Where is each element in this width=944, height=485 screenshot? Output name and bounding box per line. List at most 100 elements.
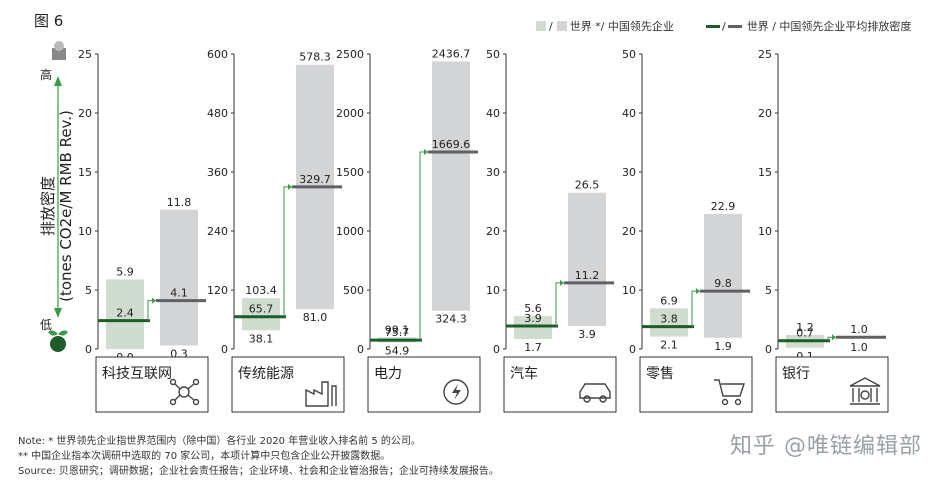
y-tick-label: 600 xyxy=(207,48,228,61)
bank-coin xyxy=(860,390,870,400)
world-avg-label: 4.1 xyxy=(170,287,188,300)
category-label: 零售 xyxy=(646,366,674,382)
cart-basket xyxy=(714,379,745,397)
legend-line-slash: / xyxy=(722,19,726,33)
china-avg-label: 0.7 xyxy=(796,327,814,340)
y-tick-label: 2500 xyxy=(336,48,364,61)
y-tick-label: 20 xyxy=(622,225,636,238)
network-icon xyxy=(169,378,200,406)
y-tick-label: 500 xyxy=(343,284,364,297)
power-cycle-icon xyxy=(443,379,469,405)
world-avg-label: 329.7 xyxy=(299,173,331,186)
factory-body xyxy=(305,381,329,407)
category-label: 传统能源 xyxy=(238,366,294,382)
y-tick-label: 40 xyxy=(486,107,500,120)
y-tick-label: 25 xyxy=(78,48,92,61)
y-tick-label: 10 xyxy=(758,225,772,238)
globe-leaf-icon xyxy=(48,330,68,352)
axis-arrow xyxy=(54,76,62,318)
watermark: 知乎 @唯链编辑部 xyxy=(730,434,922,459)
legend-world-line xyxy=(727,24,742,28)
world-max-label: 22.9 xyxy=(711,200,736,213)
world-range-bar xyxy=(432,61,470,311)
world-min-label: 324.3 xyxy=(435,313,467,326)
y-tick-label: 0 xyxy=(765,343,772,356)
note-line-2: ** 中国企业指本次调研中选取的 70 家公司，本项计算中只包含企业公开披露数据… xyxy=(18,451,391,462)
y-tick-label: 120 xyxy=(207,284,228,297)
y-tick-label: 20 xyxy=(758,107,772,120)
y-axis-low: 低 xyxy=(40,318,53,332)
y-tick-label: 0 xyxy=(629,343,636,356)
china-max-label: 1.2 xyxy=(796,321,814,334)
cart-icon xyxy=(714,379,745,406)
china-min-label: 54.9 xyxy=(385,345,410,358)
category-label: 银行 xyxy=(782,366,810,382)
world-max-label: 26.5 xyxy=(575,179,600,192)
connector-arrow xyxy=(147,300,156,321)
world-range-bar xyxy=(160,209,198,346)
connector-arrow xyxy=(555,282,564,326)
connector-arrowhead xyxy=(424,148,428,155)
y-tick-label: 480 xyxy=(207,107,228,120)
world-range-bar xyxy=(568,192,606,326)
world-min-label: 81.0 xyxy=(303,311,328,324)
china-min-label: 2.1 xyxy=(660,339,678,352)
china-max-label: 103.4 xyxy=(245,284,277,297)
category-box xyxy=(95,356,209,413)
bank-icon xyxy=(849,377,881,405)
car-wheel xyxy=(599,395,607,403)
china-min-label: 38.1 xyxy=(249,332,274,345)
legend-bar-slash: / xyxy=(549,19,553,33)
category-box xyxy=(367,356,481,413)
china-avg-label: 65.7 xyxy=(249,303,274,316)
world-min-label: 1.0 xyxy=(850,341,868,354)
connector-arrowhead xyxy=(696,288,700,295)
y-tick-label: 30 xyxy=(486,166,500,179)
y-tick-label: 15 xyxy=(758,166,772,179)
china-range-bar xyxy=(106,279,144,349)
world-min-label: 1.9 xyxy=(714,340,732,353)
china-avg-label: 2.4 xyxy=(116,307,134,320)
category-label: 科技互联网 xyxy=(102,366,172,382)
y-tick-label: 5 xyxy=(765,284,772,297)
china-avg-label: 3.8 xyxy=(660,313,678,326)
china-max-label: 6.9 xyxy=(660,294,678,307)
factory-smoke-icon xyxy=(52,41,66,60)
y-tick-label: 25 xyxy=(758,48,772,61)
world-avg-label: 9.8 xyxy=(714,277,732,290)
y-tick-label: 240 xyxy=(207,225,228,238)
connector-arrowhead xyxy=(288,183,292,190)
power-ring xyxy=(443,379,469,405)
y-tick-label: 360 xyxy=(207,166,228,179)
y-tick-label: 15 xyxy=(78,166,92,179)
china-max-label: 5.6 xyxy=(524,302,542,315)
world-min-label: 3.9 xyxy=(578,328,596,341)
china-min-label: 1.7 xyxy=(524,341,542,354)
y-tick-label: 1000 xyxy=(336,225,364,238)
china-max-label: 5.9 xyxy=(116,265,134,278)
cart-wheel xyxy=(734,398,742,406)
world-max-label: 578.3 xyxy=(299,51,331,64)
legend-world-swatch xyxy=(556,21,567,31)
network-node xyxy=(192,378,200,386)
connector-arrowhead xyxy=(152,297,156,304)
category-box xyxy=(775,356,889,413)
china-avg-label: 75.7 xyxy=(385,326,410,339)
china-max-label: 99.1 xyxy=(385,323,410,336)
figure-label: 图 6 xyxy=(34,12,64,30)
network-node xyxy=(178,386,190,398)
network-link xyxy=(174,383,195,401)
category-label: 汽车 xyxy=(510,365,538,382)
y-tick-label: 0 xyxy=(493,343,500,356)
connector-arrow xyxy=(419,151,428,341)
y-tick-label: 20 xyxy=(486,225,500,238)
network-node xyxy=(192,398,200,406)
connector-arrowhead xyxy=(832,334,836,341)
y-axis-high: 高 xyxy=(40,68,53,82)
connector-arrowhead xyxy=(560,279,564,286)
y-tick-label: 5 xyxy=(85,284,92,297)
world-max-label: 2436.7 xyxy=(432,47,471,60)
y-tick-label: 10 xyxy=(622,284,636,297)
car-body xyxy=(579,383,611,399)
